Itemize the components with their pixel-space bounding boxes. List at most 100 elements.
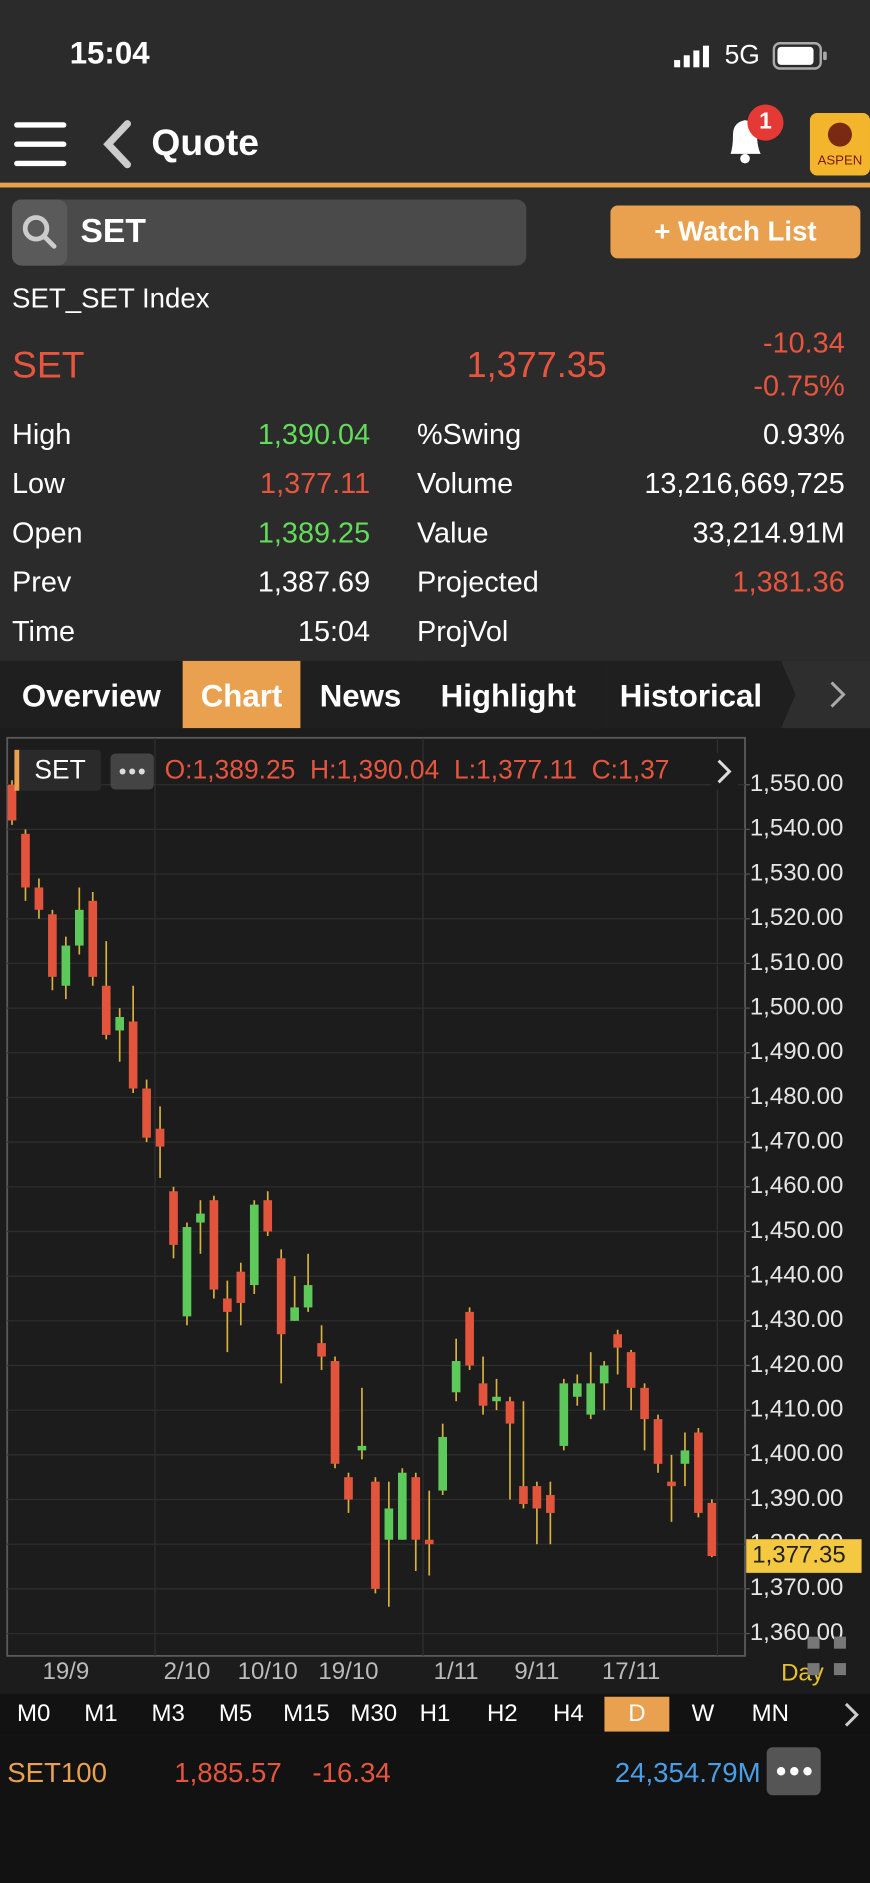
candle-body [572, 1383, 582, 1397]
candle-body [505, 1401, 515, 1424]
tab-label: Overview [22, 678, 162, 713]
footer-change: -16.34 [312, 1757, 390, 1788]
candle-body [21, 833, 30, 888]
tab[interactable] [422, 660, 594, 729]
candle-body [155, 1128, 165, 1147]
chart-symbol: SET [34, 754, 85, 784]
search-icon [22, 215, 57, 249]
timeframe-label[interactable]: M0 [17, 1700, 50, 1727]
fullscreen-icon[interactable] [807, 1636, 846, 1676]
candles [7, 780, 717, 1607]
tab[interactable] [305, 660, 416, 729]
candle-body [303, 1285, 313, 1308]
y-tick-label: 1,550.00 [750, 770, 843, 797]
y-tick-label: 1,370.00 [750, 1574, 843, 1601]
candle-body [88, 900, 98, 977]
x-tick-label: 19/9 [42, 1658, 89, 1685]
candle-body [424, 1539, 434, 1545]
timeframe-label[interactable]: M3 [152, 1700, 185, 1727]
back-button[interactable] [103, 120, 131, 169]
candle-body [330, 1361, 340, 1464]
candle-body [34, 887, 44, 910]
x-tick-label: 17/11 [602, 1658, 660, 1685]
menu-button[interactable] [14, 122, 67, 167]
candle-body [397, 1472, 407, 1540]
search-box[interactable] [12, 199, 527, 266]
y-tick-label: 1,540.00 [750, 815, 843, 842]
stat-value: 1,390.04 [258, 419, 370, 451]
ohlc-expand[interactable] [711, 753, 738, 790]
timeframe-scroll-arrow[interactable] [844, 1702, 859, 1727]
logo-text: ASPEN [818, 153, 863, 168]
timeframe-label[interactable]: W [692, 1700, 715, 1727]
grid [7, 737, 746, 1656]
candle-body [451, 1361, 461, 1393]
quote-change: -10.34 [763, 327, 845, 359]
watch-list-button[interactable] [610, 205, 861, 259]
candle-body [61, 945, 71, 986]
notification-bell[interactable]: 1 [730, 104, 784, 164]
search-query: SET [81, 213, 147, 250]
timeframe-label[interactable]: MN [752, 1700, 789, 1727]
x-tick-label: 19/10 [318, 1658, 378, 1685]
candle-body [559, 1383, 569, 1446]
tab[interactable] [4, 660, 178, 729]
candle-body [438, 1436, 448, 1491]
candle-body [142, 1088, 151, 1138]
candle-body [290, 1307, 299, 1321]
stat-value: 1,387.69 [258, 567, 370, 599]
candle-body [276, 1258, 286, 1335]
candle-body [357, 1445, 367, 1451]
tab-scroll[interactable] [781, 660, 870, 729]
header-divider [0, 182, 870, 188]
candle-body [223, 1298, 232, 1312]
candle-body [263, 1200, 273, 1232]
timeframe-label[interactable]: M1 [84, 1700, 117, 1727]
tab[interactable] [600, 660, 782, 729]
tab[interactable] [182, 660, 301, 729]
candle-body [249, 1204, 259, 1286]
timeframes: M0 M1 M3 M5 M15 M30 H1 H2 H4 D W MN [17, 1696, 789, 1732]
stat-value: 0.93% [763, 419, 845, 451]
timeframe-label[interactable]: H2 [487, 1700, 518, 1727]
stat-label: Time [12, 616, 75, 648]
timeframe-label[interactable]: M15 [283, 1700, 330, 1727]
candle-body [707, 1502, 717, 1557]
timeframe-label[interactable]: M30 [350, 1700, 397, 1727]
battery-icon [772, 42, 827, 70]
watch-list-label: + Watch List [654, 215, 816, 246]
header-title: Quote [151, 121, 259, 163]
y-tick-label: 1,520.00 [750, 904, 843, 931]
quote-name: SET_SET Index [12, 283, 210, 314]
tab-scroll-arrow [830, 681, 846, 708]
candle-body [492, 1396, 501, 1402]
timeframe-label[interactable]: D [628, 1700, 645, 1727]
candle-body [182, 1227, 192, 1317]
timeframe-active[interactable] [604, 1696, 670, 1732]
symbol-chip-accent [14, 749, 20, 791]
y-tick-label: 1,410.00 [750, 1396, 843, 1423]
stat-value: 15:04 [298, 616, 370, 648]
stat-label: Value [417, 517, 489, 549]
candle-body [74, 909, 84, 946]
y-tick-label: 1,460.00 [750, 1172, 843, 1199]
timeframe-label[interactable]: H4 [553, 1700, 584, 1727]
stat-value: 1,381.36 [733, 567, 845, 599]
symbol-chip[interactable] [14, 749, 101, 791]
candle-body [128, 1021, 138, 1089]
stat-label: Low [12, 468, 65, 500]
stat-value: 1,389.25 [258, 517, 370, 549]
y-tick-label: 1,430.00 [750, 1306, 843, 1333]
y-tick-label: 1,490.00 [750, 1038, 843, 1065]
stat-value: 13,216,669,725 [644, 468, 844, 500]
tab-label: News [320, 678, 402, 713]
timeframe-label[interactable]: H1 [420, 1700, 451, 1727]
x-tick-label: 10/10 [238, 1658, 298, 1685]
candle-body [599, 1365, 609, 1384]
candle-body [667, 1481, 676, 1487]
footer-symbol: SET100 [7, 1757, 107, 1788]
ohlc-label: O:1,389.25 H:1,390.04 L:1,377.11 C:1,37 [165, 754, 670, 784]
timeframe-label[interactable]: M5 [219, 1700, 252, 1727]
